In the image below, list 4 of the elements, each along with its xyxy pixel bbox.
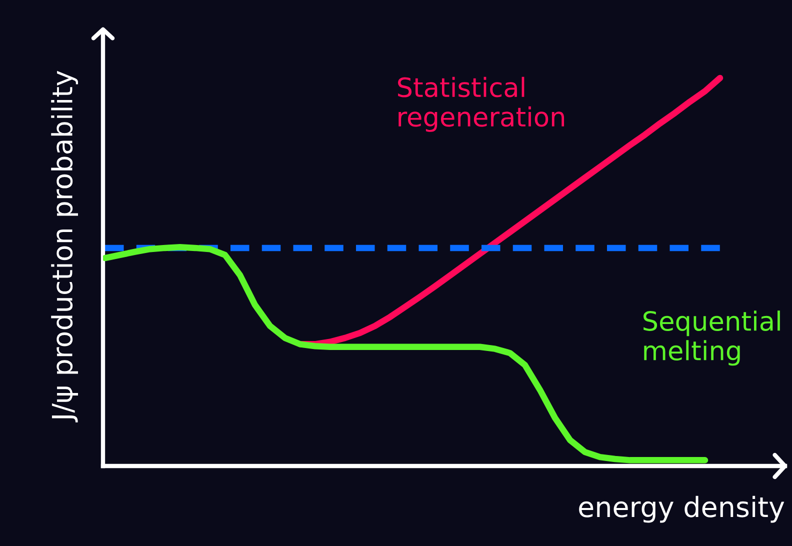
text: Sequential melting xyxy=(644,310,780,366)
series-label: Statistical regeneration xyxy=(398,76,564,132)
x-axis-title: energy density xyxy=(579,496,784,523)
y-axis-title: J/ψ production probability xyxy=(51,70,78,422)
